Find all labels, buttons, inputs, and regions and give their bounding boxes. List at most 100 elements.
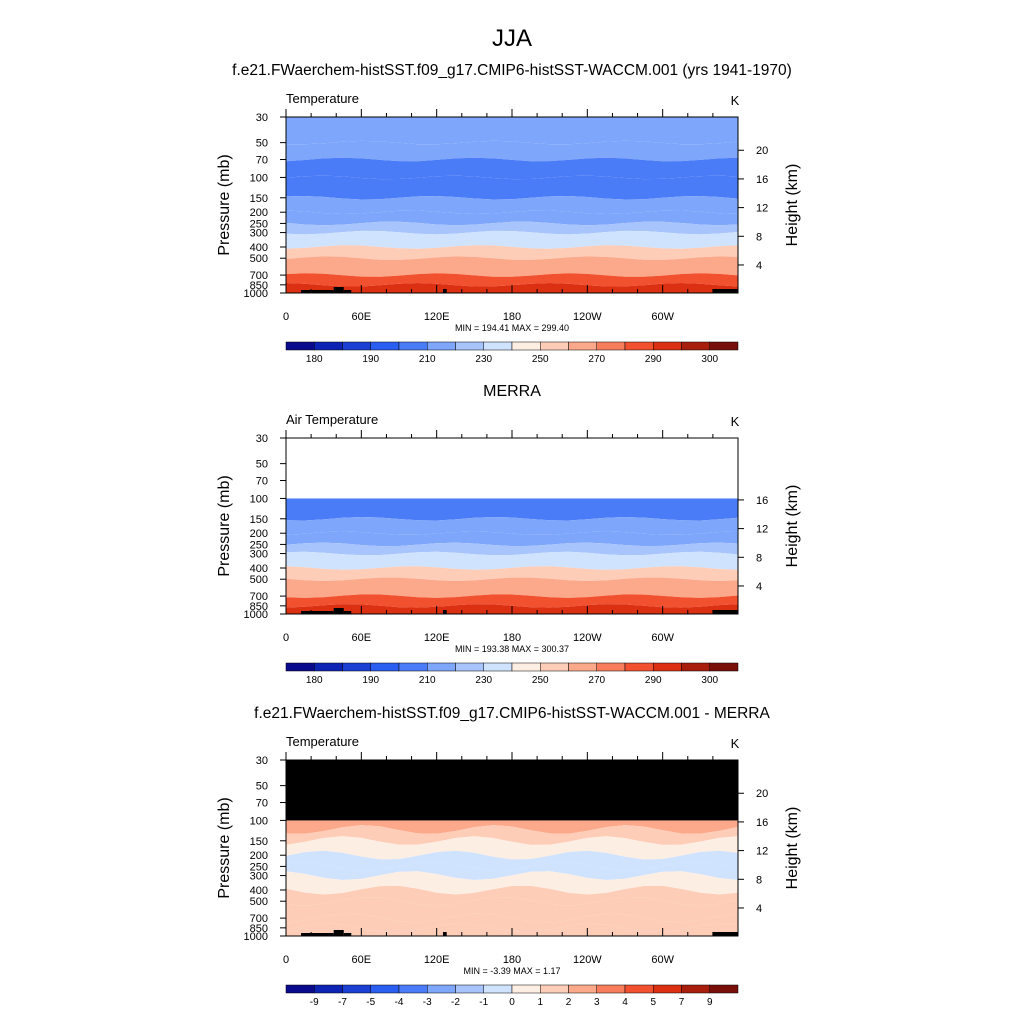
colorbar-swatch bbox=[681, 341, 710, 351]
height-tick-label: 4 bbox=[756, 581, 762, 593]
terrain-mask bbox=[442, 289, 447, 293]
contour-band bbox=[286, 175, 738, 200]
height-tick-label: 8 bbox=[756, 552, 762, 564]
colorbar-swatch bbox=[483, 662, 513, 672]
y-tick-label: 850 bbox=[250, 280, 268, 292]
panel-difference-temperature: f.e21.FWaerchem-histSST.f09_g17.CMIP6-hi… bbox=[216, 705, 801, 1008]
colorbar-swatch bbox=[398, 984, 428, 994]
colorbar-swatch bbox=[314, 662, 343, 672]
y-tick-label: 100 bbox=[250, 815, 268, 827]
x-tick-label: 120W bbox=[573, 311, 602, 323]
colorbar-swatch bbox=[511, 662, 541, 672]
y-tick-label: 1000 bbox=[244, 609, 268, 621]
terrain-mask bbox=[442, 932, 447, 936]
terrain-mask bbox=[343, 611, 352, 614]
colorbar-swatch bbox=[568, 662, 597, 672]
contour-band bbox=[286, 210, 738, 226]
min-max-stats: MIN = 194.41 MAX = 299.40 bbox=[455, 323, 569, 333]
units-label: K bbox=[731, 414, 740, 429]
colorbar-label: 7 bbox=[679, 997, 685, 1008]
colorbar-label: 210 bbox=[419, 675, 436, 686]
contour-band bbox=[286, 256, 738, 277]
colorbar-swatch bbox=[342, 662, 371, 672]
y-tick-label: 850 bbox=[250, 923, 268, 935]
panel-title: MERRA bbox=[483, 383, 541, 400]
right-axis-title: Height (km) bbox=[784, 164, 801, 247]
y-tick-label: 400 bbox=[250, 242, 268, 254]
min-max-stats: MIN = 193.38 MAX = 300.37 bbox=[455, 644, 569, 654]
height-tick-label: 8 bbox=[756, 231, 762, 243]
y-tick-label: 700 bbox=[250, 591, 268, 603]
colorbar-label: 180 bbox=[306, 675, 323, 686]
x-tick-label: 180 bbox=[503, 632, 521, 644]
y-tick-label: 150 bbox=[250, 514, 268, 526]
colorbar-swatch bbox=[511, 984, 541, 994]
colorbar-swatch bbox=[681, 662, 710, 672]
colorbar-label: 270 bbox=[588, 354, 605, 365]
colorbar-label: -1 bbox=[479, 997, 488, 1008]
colorbar-swatch bbox=[342, 984, 371, 994]
colorbar-label: 0 bbox=[509, 997, 515, 1008]
colorbar-swatch bbox=[568, 341, 597, 351]
panel-title: f.e21.FWaerchem-histSST.f09_g17.CMIP6-hi… bbox=[232, 62, 792, 79]
terrain-mask bbox=[333, 287, 344, 293]
colorbar-label: 210 bbox=[419, 354, 436, 365]
contour-band bbox=[286, 594, 738, 608]
colorbar-label: 290 bbox=[645, 354, 662, 365]
colorbar-label: -2 bbox=[451, 997, 460, 1008]
colorbar-swatch bbox=[285, 662, 315, 672]
contour-band bbox=[286, 862, 738, 880]
contour-band bbox=[286, 517, 738, 535]
y-tick-label: 1000 bbox=[244, 288, 268, 300]
x-tick-label: 180 bbox=[503, 311, 521, 323]
height-tick-label: 12 bbox=[756, 524, 768, 536]
colorbar-swatch bbox=[455, 984, 484, 994]
x-tick-label: 120E bbox=[424, 954, 450, 966]
colorbar-label: -9 bbox=[310, 997, 319, 1008]
variable-label: Temperature bbox=[286, 734, 359, 749]
terrain-mask bbox=[333, 930, 344, 936]
colorbar-label: 250 bbox=[532, 354, 549, 365]
missing-data-region bbox=[286, 438, 738, 499]
contour-field bbox=[286, 760, 738, 936]
terrain-mask bbox=[442, 610, 447, 614]
height-tick-label: 20 bbox=[756, 145, 768, 157]
contour-band bbox=[286, 850, 738, 871]
units-label: K bbox=[731, 736, 740, 751]
contour-band bbox=[286, 836, 738, 860]
contour-band bbox=[286, 245, 738, 260]
terrain-mask bbox=[301, 933, 334, 936]
colorbar-swatch bbox=[370, 341, 400, 351]
height-tick-label: 12 bbox=[756, 846, 768, 858]
x-tick-label: 60W bbox=[651, 954, 674, 966]
colorbar-label: 230 bbox=[475, 354, 492, 365]
colorbar-label: 180 bbox=[306, 354, 323, 365]
contour-field bbox=[286, 117, 738, 293]
y-tick-label: 70 bbox=[256, 155, 268, 167]
height-tick-label: 8 bbox=[756, 874, 762, 886]
y-axis-title: Pressure (mb) bbox=[216, 797, 233, 898]
height-tick-label: 16 bbox=[756, 174, 768, 186]
panel-title: f.e21.FWaerchem-histSST.f09_g17.CMIP6-hi… bbox=[254, 705, 770, 722]
height-tick-label: 4 bbox=[756, 260, 762, 272]
colorbar-swatch bbox=[398, 341, 428, 351]
missing-data-region bbox=[286, 760, 738, 821]
colorbar-swatch bbox=[370, 984, 400, 994]
terrain-mask bbox=[343, 933, 352, 936]
y-tick-label: 250 bbox=[250, 539, 268, 551]
colorbar-swatch bbox=[314, 341, 343, 351]
contour-band bbox=[286, 825, 738, 845]
panel-model-temperature: f.e21.FWaerchem-histSST.f09_g17.CMIP6-hi… bbox=[216, 62, 801, 365]
y-tick-label: 70 bbox=[256, 476, 268, 488]
terrain-mask bbox=[301, 611, 334, 614]
colorbar-swatch bbox=[455, 662, 484, 672]
colorbar-swatch bbox=[624, 662, 654, 672]
colorbar-swatch bbox=[455, 341, 484, 351]
colorbar-label: 2 bbox=[566, 997, 572, 1008]
x-tick-label: 120E bbox=[424, 632, 450, 644]
y-axis-title: Pressure (mb) bbox=[216, 154, 233, 255]
x-tick-label: 60W bbox=[651, 632, 674, 644]
contour-band bbox=[286, 871, 738, 895]
y-tick-label: 250 bbox=[250, 861, 268, 873]
